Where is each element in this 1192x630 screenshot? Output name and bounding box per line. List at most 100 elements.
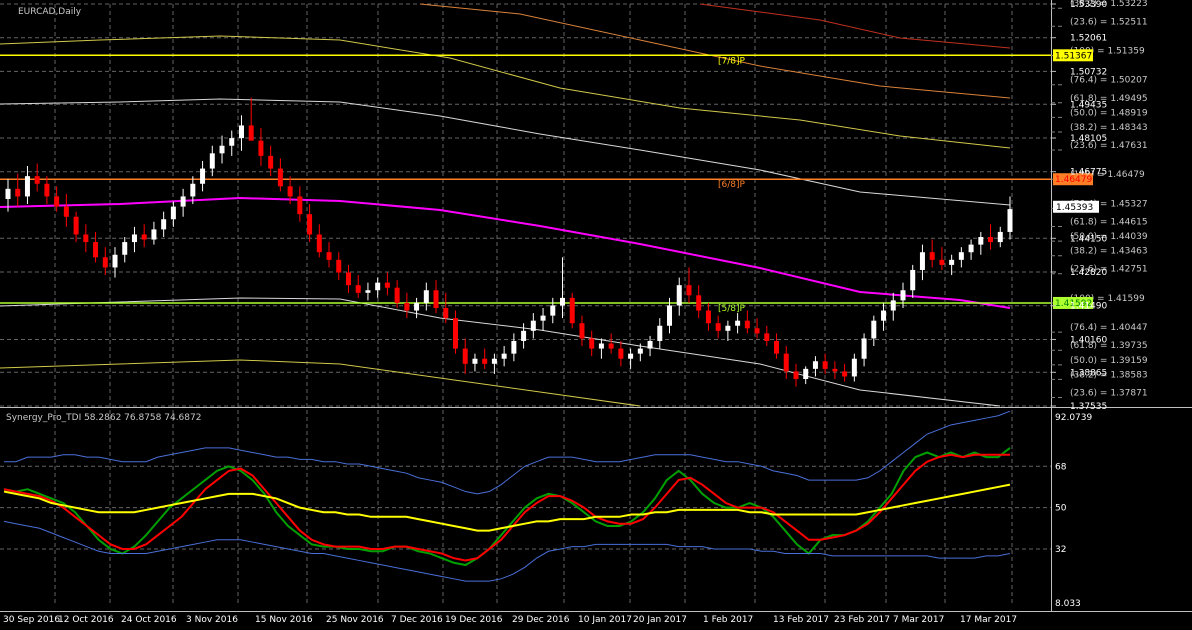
candle-body xyxy=(336,259,342,273)
candle-body xyxy=(560,297,566,306)
candle-body xyxy=(881,310,887,321)
price-tick-label: 1.52061 xyxy=(1070,34,1107,44)
candle-body xyxy=(521,330,527,341)
candle-body xyxy=(793,371,799,379)
murrey-price-tag xyxy=(1053,49,1093,62)
candle-body xyxy=(355,285,361,293)
candle-body xyxy=(131,234,137,243)
price-tick-label: 1.44150 xyxy=(1070,234,1107,244)
candle-body xyxy=(404,302,410,311)
candle-body xyxy=(83,234,89,243)
tdi-series-line xyxy=(3,453,1010,562)
candle-body xyxy=(589,338,595,349)
candle-body xyxy=(44,183,50,197)
candle-body xyxy=(637,348,643,354)
candle-body xyxy=(375,282,381,291)
candle-body xyxy=(24,176,30,197)
murrey-price-tag-text: 1.46479 xyxy=(1055,175,1092,185)
time-label: 1 Feb 2017 xyxy=(703,615,753,625)
tdi-series-line xyxy=(3,483,1011,532)
candle-body xyxy=(851,358,857,377)
symbol-label: EURCAD,Daily xyxy=(18,7,82,17)
price-tick-label: 1.40160 xyxy=(1070,335,1107,345)
tdi-tick-label: 32 xyxy=(1055,545,1066,555)
tdi-tick-label: 92.0739 xyxy=(1055,413,1092,423)
candle-body xyxy=(657,325,663,341)
fib-level-label: (61.8) = 1.49495 xyxy=(1070,94,1148,104)
candle-body xyxy=(686,285,692,296)
time-label: 10 Jan 2017 xyxy=(578,615,632,625)
fib-level-label: (61.8) = 1.44615 xyxy=(1070,217,1148,227)
tdi-tick-label: 8.033 xyxy=(1055,599,1081,609)
candle-body xyxy=(472,358,478,364)
candle-body xyxy=(443,308,449,319)
envelope-upper-yellow xyxy=(0,35,1011,149)
candle-body xyxy=(725,325,731,331)
envelope-white-lower xyxy=(0,297,1001,407)
time-label: 29 Dec 2016 xyxy=(512,615,570,625)
price-tick-label: 1.50732 xyxy=(1070,67,1107,77)
fib-level-label: (50.0) = 1.39159 xyxy=(1070,356,1148,366)
candle-body xyxy=(190,183,196,197)
candle-body xyxy=(842,371,848,377)
candle-body xyxy=(297,196,303,215)
candle-body xyxy=(15,188,21,197)
candle-body xyxy=(365,290,371,293)
candle-body xyxy=(5,188,11,199)
candle-body xyxy=(550,305,556,316)
fib-levels: (38.2) = 1.53223 (23.6) = 1.52511 (100) = … xyxy=(1051,0,1148,398)
time-label: 19 Dec 2016 xyxy=(445,615,503,625)
candle-body xyxy=(832,368,838,372)
main-grid xyxy=(0,0,1192,612)
candle-body xyxy=(268,155,274,169)
current-price-tag xyxy=(1053,200,1099,213)
candle-body xyxy=(579,323,585,339)
candle-body xyxy=(414,302,420,311)
murrey-label: [5/8]P xyxy=(718,304,746,314)
candle-body xyxy=(501,353,507,359)
candle-body xyxy=(696,295,702,311)
envelope-orange xyxy=(419,3,1011,99)
fib-level-label: (100) = 1.41599 xyxy=(1070,294,1145,304)
candle-body xyxy=(783,353,789,372)
candle-body xyxy=(462,348,468,364)
price-tick-label: 1.48105 xyxy=(1070,134,1107,144)
fib-level-label: (23.6) = 1.42751 xyxy=(1070,265,1148,275)
candle-body xyxy=(871,320,877,339)
time-label: 12 Oct 2016 xyxy=(58,615,114,625)
candle-body xyxy=(705,310,711,324)
candle-body xyxy=(754,328,760,334)
candle-body xyxy=(248,125,254,141)
candle-body xyxy=(735,320,741,326)
candle-body xyxy=(277,168,283,187)
candle-body xyxy=(316,234,322,253)
tdi-tick-label: 68 xyxy=(1055,462,1067,472)
price-tick-label: 1.41490 xyxy=(1070,302,1107,312)
murrey-lines: [7/8]P 1.51367 [6/8]P 1.46479 [5/8]P 1.41592 xyxy=(0,49,1093,314)
candle-body xyxy=(774,340,780,354)
fib-level-label: (23.6) = 1.47631 xyxy=(1070,141,1148,151)
candle-body xyxy=(803,368,809,379)
candle-body xyxy=(326,252,332,260)
price-axis: 1.53390 1.52061 1.50732 1.49435 1.48105 1.467… xyxy=(1052,0,1107,412)
candle-body xyxy=(151,229,157,240)
candle-body xyxy=(744,320,750,329)
candle-body xyxy=(890,300,896,311)
candle-body xyxy=(939,259,945,265)
candle-body xyxy=(861,338,867,359)
price-tick-label: 1.38865 xyxy=(1070,368,1107,378)
candle-body xyxy=(540,315,546,321)
candle-body xyxy=(900,290,906,301)
time-label: 24 Oct 2016 xyxy=(121,615,177,625)
candle-body xyxy=(608,343,614,349)
fib-level-label: (23.6) = 1.52511 xyxy=(1070,17,1148,27)
candle-body xyxy=(394,287,400,303)
candle-body xyxy=(112,254,118,268)
candle-body xyxy=(54,196,60,207)
tdi-tick-label: 50 xyxy=(1055,504,1067,514)
time-label: 30 Sep 2016 xyxy=(3,615,60,625)
murrey-price-tag-text: 1.51367 xyxy=(1055,51,1092,61)
candle-body xyxy=(949,259,955,265)
fib-level-label: (76.4) = 1.45327 xyxy=(1070,199,1148,209)
